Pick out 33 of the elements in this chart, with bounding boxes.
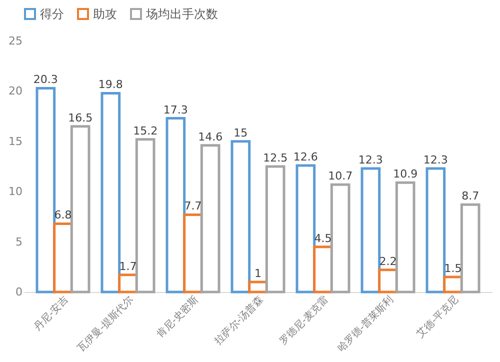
data-label: 20.3: [33, 73, 58, 86]
data-label: 10.7: [328, 170, 353, 183]
x-tick-label: 艾德-平克尼: [414, 294, 461, 340]
x-tick-label: 瓦伊曼-提斯代尔: [75, 294, 136, 354]
data-label: 17.3: [163, 103, 188, 116]
legend-label: 场均出手次数: [145, 7, 218, 21]
y-tick-label: 5: [16, 235, 22, 248]
x-tick-label: 罗德尼-麦克雷: [277, 294, 331, 348]
data-label: 14.6: [198, 130, 223, 144]
data-label: 12.3: [423, 154, 448, 167]
data-label: 8.7: [462, 190, 480, 203]
data-label: 16.5: [68, 111, 93, 124]
x-tick-label: 丹尼-安吉: [31, 294, 71, 334]
x-tick-label: 拉萨尔-汤普森: [212, 294, 266, 348]
legend-label: 助攻: [93, 7, 117, 21]
x-tick-label: 哈罗德-普莱斯利: [335, 294, 396, 354]
y-tick-label: 15: [8, 134, 22, 148]
data-label: 15.2: [133, 124, 158, 138]
y-tick-label: 0: [16, 286, 22, 298]
data-label: 1.5: [444, 262, 462, 275]
data-label: 1.7: [119, 260, 137, 273]
data-label: 19.8: [98, 78, 123, 92]
y-tick-label: 10: [8, 185, 22, 198]
y-tick-label: 20: [8, 84, 22, 98]
data-label: 1: [254, 266, 262, 280]
y-tick-label: 25: [8, 34, 22, 48]
data-label: 12.5: [263, 152, 288, 164]
legend-label: 得分: [40, 7, 64, 21]
data-label: 12.6: [293, 150, 318, 164]
data-label: 15: [234, 126, 248, 140]
data-label: 10.9: [393, 168, 418, 181]
data-label: 12.3: [358, 154, 383, 167]
x-tick-label: 肯尼-史密斯: [154, 294, 201, 340]
